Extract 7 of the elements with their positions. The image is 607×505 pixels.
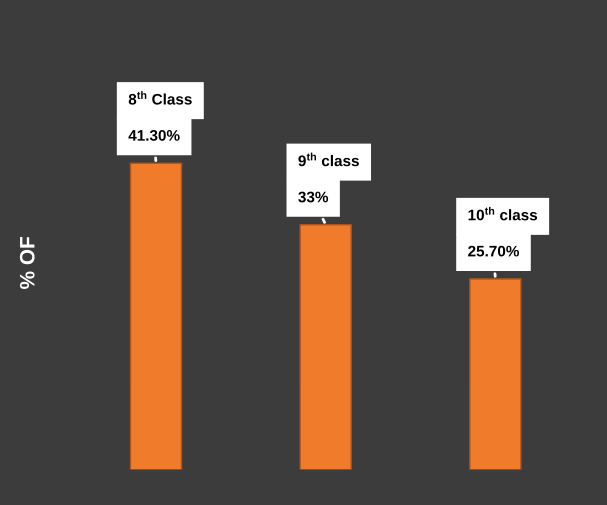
data-label: 41.30% — [128, 130, 180, 141]
data-label: 25.70% — [468, 246, 520, 257]
text: 8$^{th}$ Class — [128, 91, 192, 105]
data-label: 33% — [298, 192, 328, 202]
y-axis-title: % OF — [20, 236, 35, 289]
annotation: 10$^{th}$ class — [468, 206, 538, 220]
annotation: 9$^{th}$ class — [298, 152, 359, 166]
